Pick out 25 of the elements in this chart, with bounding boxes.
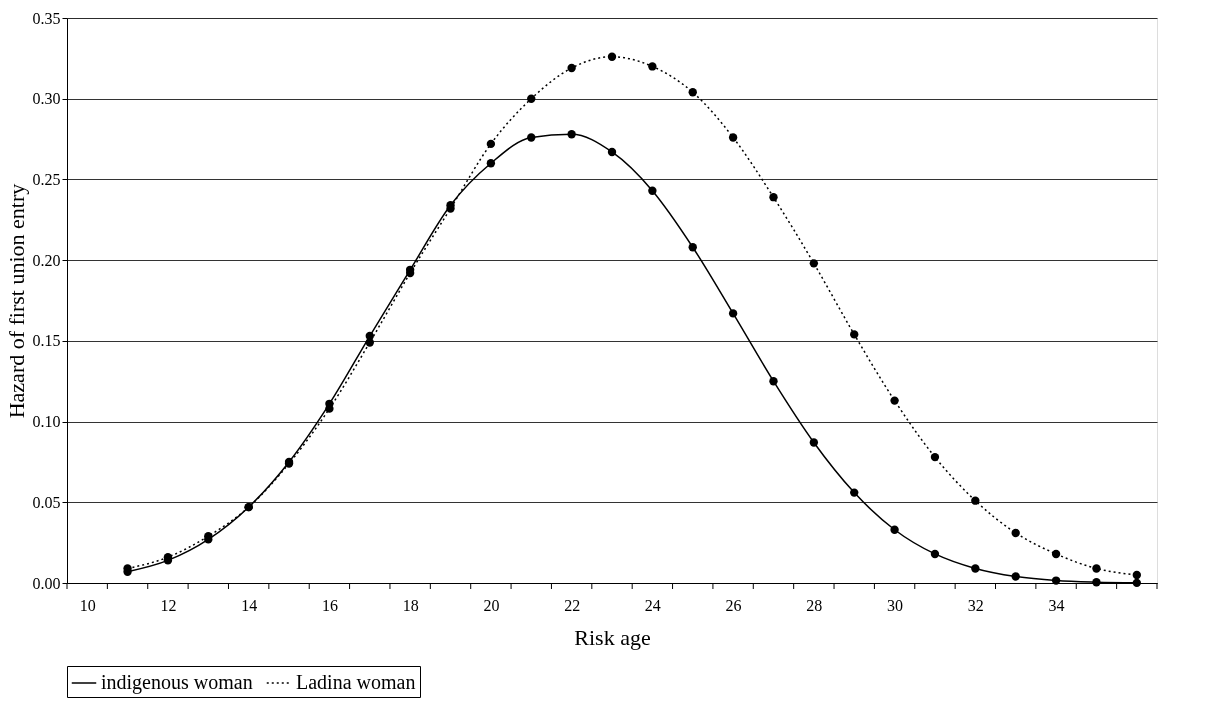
x-tick-label: 32 [967,596,984,614]
x-tick-label: 12 [160,596,177,614]
x-tick-label: 30 [887,596,904,614]
y-tick-label: 0.20 [32,251,61,269]
x-tick-label: 20 [483,596,500,614]
x-tick-label: 10 [79,596,96,614]
y-axis-title: Hazard of first union entry [3,183,29,419]
x-tick-label: 26 [725,596,742,614]
y-tick-label: 0.10 [32,413,61,431]
x-tick-label: 24 [644,596,661,614]
y-tick-label: 0.35 [32,9,61,27]
y-tick-label: 0.25 [32,170,61,188]
y-tick-label: 0.15 [32,332,61,350]
x-tick-label: 14 [241,596,258,614]
x-tick-label: 34 [1048,596,1065,614]
x-tick-label: 18 [402,596,419,614]
x-tick-label: 16 [321,596,338,614]
legend-label: Ladina woman [296,671,416,693]
x-tick-label: 28 [806,596,823,614]
legend-label: indigenous woman [101,671,253,694]
y-tick-label: 0.30 [32,90,61,108]
x-tick-label: 22 [564,596,581,614]
y-tick-label: 0.00 [32,574,61,592]
y-tick-label: 0.05 [32,493,61,511]
x-axis-title: Risk age [574,624,651,650]
